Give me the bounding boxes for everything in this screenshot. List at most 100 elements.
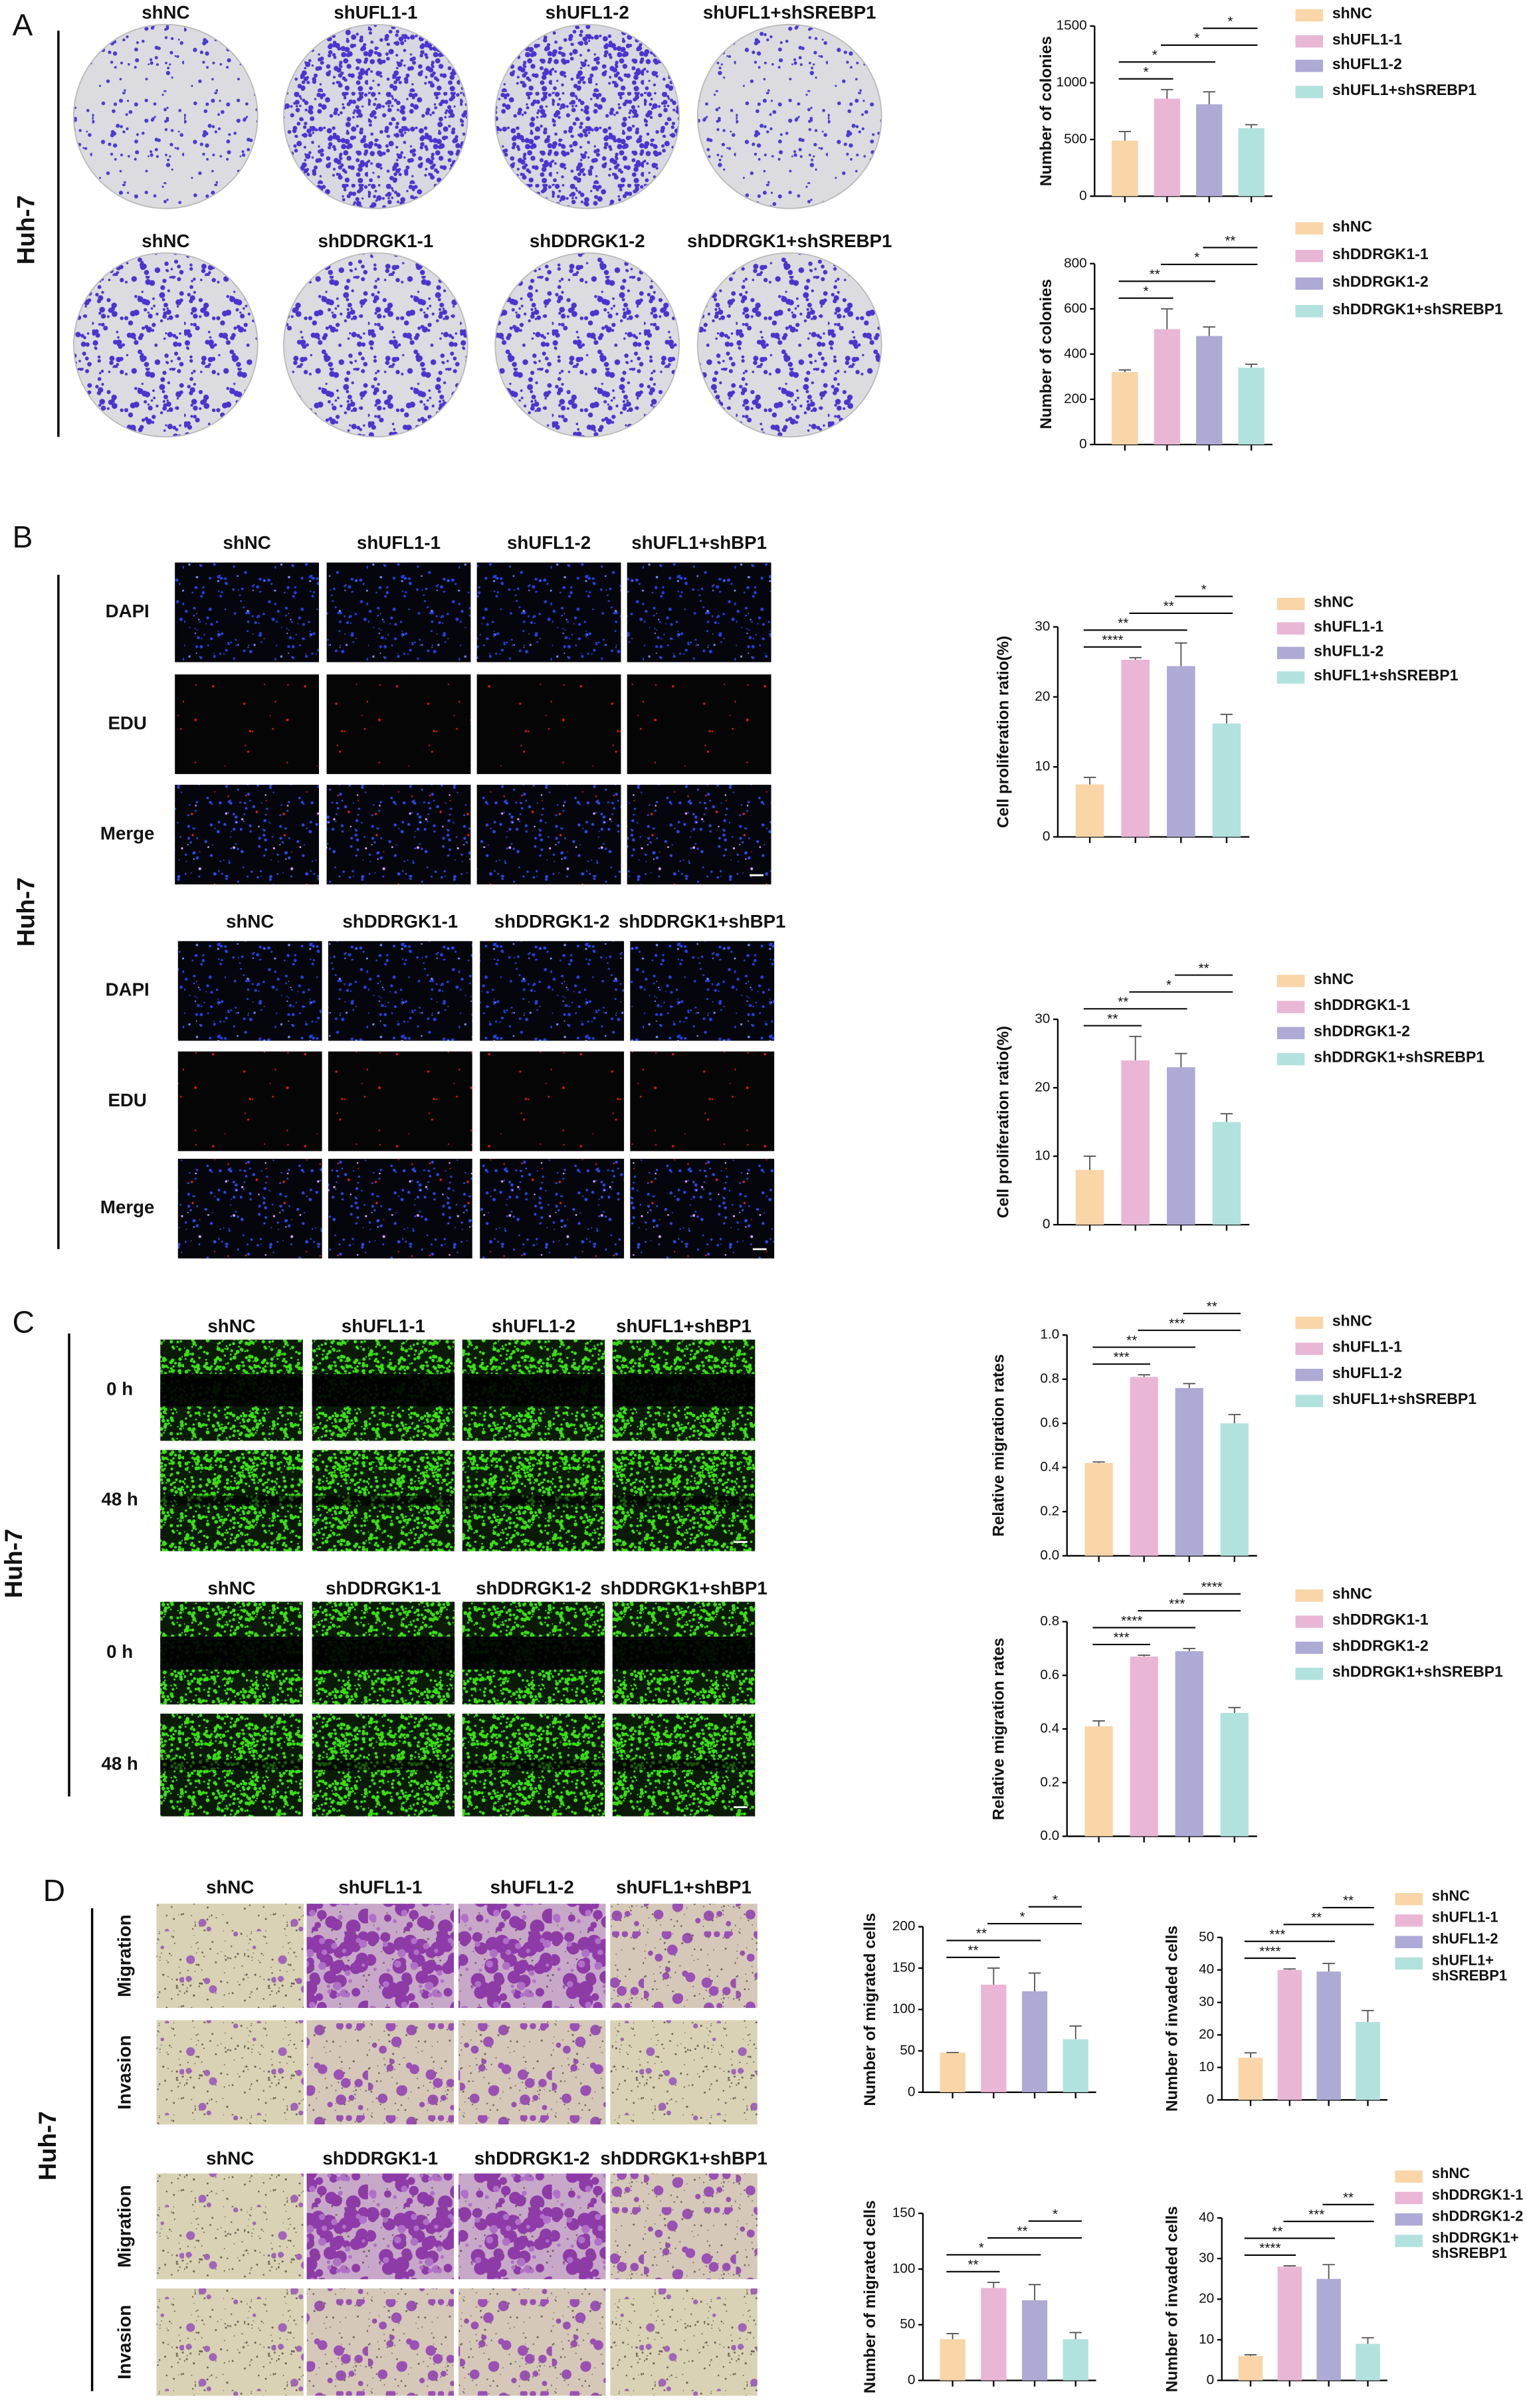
micrograph [156, 2288, 304, 2396]
legend-label: shNC [1332, 6, 1373, 23]
column-header: shDDRGK1+shBP1 [600, 1577, 767, 1598]
legend-label: shUFL1+ shSREBP1 [1431, 1952, 1508, 1986]
y-axis-label: Cell proliferation ratio(%) [995, 636, 1013, 828]
micrograph [306, 1904, 455, 2008]
legend-swatch [1295, 1316, 1323, 1330]
wound-gap [612, 1759, 756, 1771]
bar [1220, 1712, 1249, 1837]
wound-gap [462, 1495, 605, 1506]
legend-label: shUFL1-2 [1431, 1931, 1498, 1948]
micrograph [627, 674, 771, 774]
micrograph [177, 1158, 322, 1258]
legend-swatch [1295, 1667, 1323, 1680]
legend-entry: shDDRGK1-2 [1295, 1639, 1526, 1664]
significance-label: *** [1169, 1596, 1185, 1611]
bar [1021, 2300, 1048, 2381]
legend-entry: shNC [1295, 1314, 1526, 1340]
micrograph [175, 674, 320, 774]
legend-entry: shNC [1295, 6, 1526, 31]
y-tick-label: 30 [1035, 619, 1050, 634]
legend-label: shDDRGK1-1 [1431, 2187, 1524, 2205]
legend-entry: shNC [1395, 2167, 1526, 2189]
significance-label: ** [1343, 2190, 1354, 2205]
culture-plate [283, 252, 468, 438]
legend: shNC shUFL1-1 shUFL1-2 shUFL1+shSREBP1 [1295, 1314, 1526, 1409]
row-label: EDU [108, 712, 146, 733]
wound-gap [462, 1759, 605, 1771]
y-tick-label: 1500 [1057, 18, 1087, 33]
column-header: shNC [223, 532, 270, 553]
column-header: shNC [142, 2, 189, 23]
significance-label: ** [1311, 1910, 1322, 1926]
bar [1238, 2057, 1263, 2100]
y-tick-label: 0 [1043, 1217, 1051, 1232]
legend-entry: shUFL1+ shSREBP1 [1395, 1954, 1526, 1986]
significance-label: ** [967, 1943, 978, 1958]
micrograph [480, 1158, 625, 1258]
legend-label: shDDRGK1-2 [1332, 274, 1429, 292]
legend-label: shDDRGK1-1 [1332, 247, 1429, 264]
significance-label: * [1227, 14, 1233, 29]
y-axis-label: Number of colonies [1037, 279, 1055, 429]
legend-label: shUFL1-1 [1332, 1340, 1402, 1357]
legend-box: shNC shDDRGK1-1 shDDRGK1-2 shDDRGK1+shSREBP… [1276, 972, 1527, 1076]
legend-entry: shDDRGK1-2 [1395, 2209, 1526, 2231]
y-tick-label: 20 [1035, 688, 1050, 704]
column-header: shUFL1+shBP1 [631, 532, 767, 553]
legend-swatch [1295, 1368, 1323, 1381]
legend-swatch [1395, 2170, 1423, 2183]
legend-label: shUFL1-1 [1332, 31, 1402, 49]
bar [981, 1984, 1007, 2092]
legend-swatch [1395, 2191, 1423, 2205]
column-header: shDDRGK1-1 [318, 231, 434, 251]
bar [1063, 2339, 1088, 2381]
column-header: shUFL1-2 [492, 1316, 575, 1336]
significance-label: ** [1164, 599, 1174, 614]
micrograph [480, 941, 625, 1041]
column-header: shUFL1+shSREBP1 [703, 2, 876, 23]
micrograph [610, 2288, 758, 2396]
legend-box: shNC shUFL1-1 shUFL1-2 shUFL1+ shSREBP1 [1395, 1890, 1526, 1986]
legend-box: shNC shDDRGK1-1 shDDRGK1-2 shDDRGK1+ shSREB… [1395, 2167, 1526, 2264]
y-axis-label: Number of invaded cells [1163, 2206, 1181, 2392]
legend-swatch [1295, 1615, 1323, 1628]
y-tick-label: 10 [1035, 759, 1050, 774]
column-header: shUFL1-1 [357, 532, 441, 553]
column-header: shNC [226, 911, 274, 932]
legend: shNC shDDRGK1-1 shDDRGK1-2 shDDRGK1+shSREBP… [1295, 1587, 1526, 1682]
significance-label: *** [1308, 2207, 1324, 2222]
significance-label: ** [1199, 961, 1209, 976]
legend-swatch [1295, 277, 1323, 290]
legend-label: shDDRGK1-1 [1314, 997, 1411, 1015]
legend-entry: shUFL1-2 [1276, 644, 1527, 668]
significance-label: * [1020, 1909, 1025, 1924]
legend-label: shNC [1431, 1890, 1471, 1906]
bar [1063, 2039, 1088, 2092]
bar [1238, 2356, 1263, 2381]
column-header: shNC [207, 1316, 255, 1336]
y-tick-label: 0.0 [1040, 1548, 1059, 1563]
row-label: 48 h [101, 1489, 138, 1510]
significance-label: ** [1126, 1333, 1137, 1348]
legend-swatch [1395, 1936, 1423, 1948]
wound-gap [312, 1495, 455, 1506]
legend-label: shDDRGK1+ shSREBP1 [1431, 2230, 1519, 2263]
legend-entry: shDDRGK1-2 [1295, 274, 1526, 302]
column-header: shDDRGK1-2 [530, 231, 645, 251]
y-tick-label: 0 [908, 2372, 916, 2387]
significance-label: * [979, 2241, 984, 2256]
y-tick-label: 40 [1199, 2209, 1214, 2225]
wound-gap [160, 1373, 303, 1407]
y-tick-label: 0.6 [1040, 1667, 1059, 1682]
column-header: shUFL1-2 [507, 532, 591, 553]
legend-label: shDDRGK1-1 [1332, 1612, 1429, 1630]
y-tick-label: 0 [1079, 188, 1087, 203]
row-label: 48 h [101, 1754, 138, 1774]
y-tick-label: 200 [892, 1918, 916, 1934]
significance-label: *** [1114, 1630, 1130, 1645]
legend-swatch [1395, 1892, 1423, 1906]
legend-swatch [1276, 597, 1305, 611]
legend-entry: shDDRGK1-1 [1276, 997, 1527, 1024]
legend-label: shNC [1431, 2167, 1471, 2183]
legend-swatch [1295, 85, 1323, 98]
